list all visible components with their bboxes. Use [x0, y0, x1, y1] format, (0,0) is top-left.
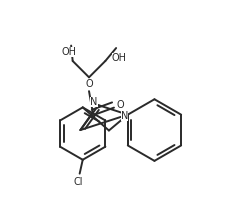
- Text: O: O: [85, 79, 93, 89]
- Text: N: N: [121, 111, 128, 121]
- Text: Cl: Cl: [73, 177, 83, 187]
- Text: OH: OH: [62, 47, 76, 57]
- Text: N: N: [90, 97, 98, 107]
- Text: OH: OH: [112, 53, 127, 63]
- Text: O: O: [117, 100, 125, 110]
